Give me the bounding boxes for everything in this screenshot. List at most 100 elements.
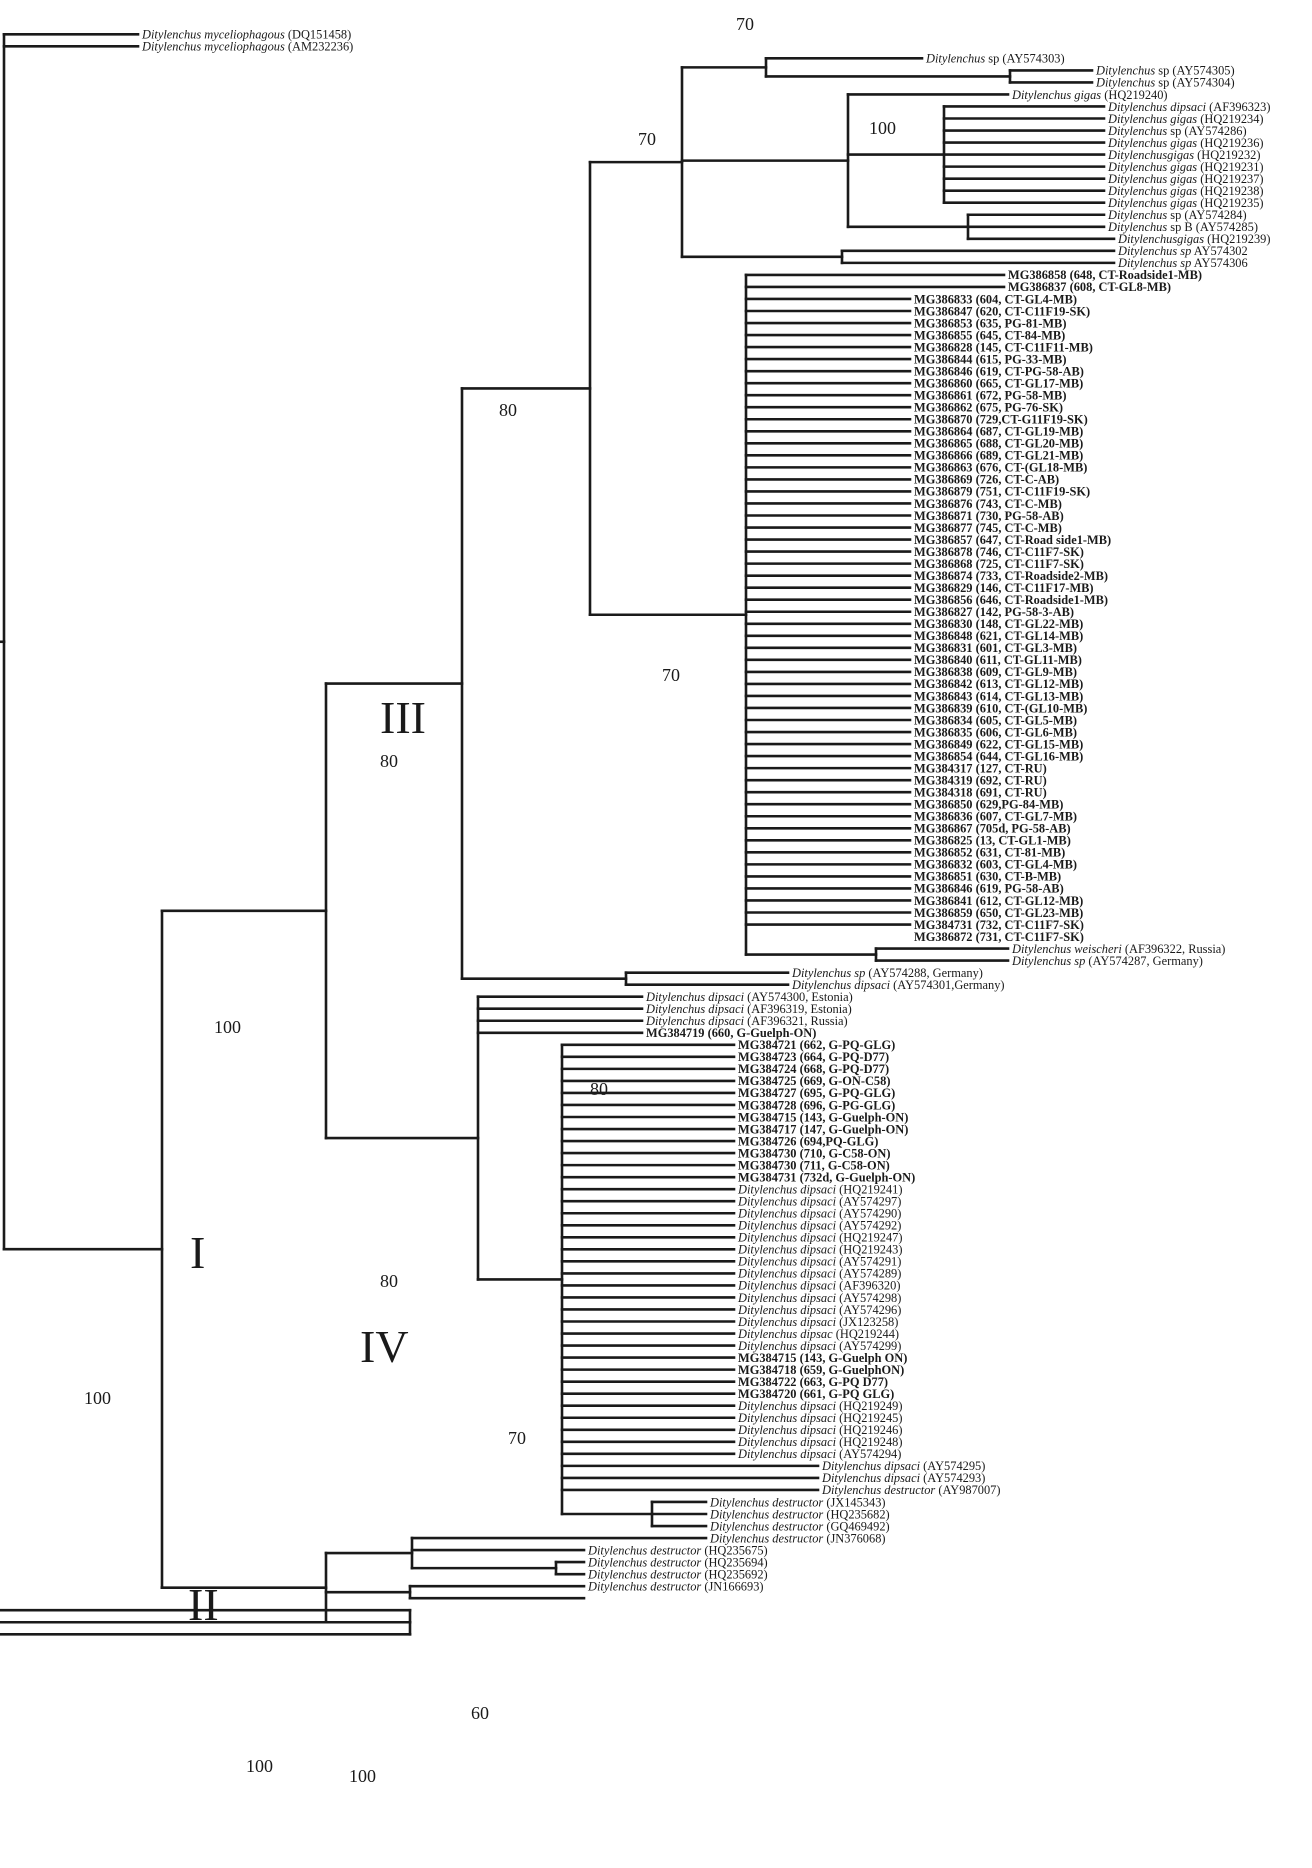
accession: (AY574297) (836, 1195, 901, 1209)
accession: (HQ235692) (701, 1567, 767, 1581)
leaf-label: MG386844 (615, PG-33-MB) (914, 352, 1066, 366)
accession: (AY574298) (836, 1291, 901, 1305)
leaf-label: MG386851 (630, CT-B-MB) (914, 870, 1061, 884)
leaf-label: Ditylenchus gigas (HQ219235) (1107, 196, 1264, 210)
leaf-label: MG384318 (691, CT-RU) (914, 785, 1047, 799)
accession: (HQ219238) (1197, 184, 1263, 198)
species-name: Ditylenchus dipsaci (645, 990, 745, 1004)
species-name: Ditylenchus weischeri (1011, 942, 1122, 956)
leaf-label: MG386842 (613, CT-GL12-MB) (914, 677, 1083, 691)
accession: (AF396323) (1206, 100, 1270, 114)
species-name: Ditylenchus dipsaci (645, 1014, 745, 1028)
species-name: Ditylenchus destructor (587, 1555, 701, 1569)
leaf-label: Ditylenchus gigas (HQ219240) (1011, 88, 1168, 102)
leaf-label: Ditylenchus sp (AY574288, Germany) (791, 966, 983, 980)
species-name: Ditylenchus dipsaci (737, 1447, 837, 1461)
leaf-label: MG386879 (751, CT-C11F19-SK) (914, 485, 1090, 499)
leaf-label: Ditylenchus sp (AY574305) (1095, 64, 1235, 78)
leaf-label: Ditylenchus dipsaci (HQ219241) (737, 1182, 903, 1196)
species-name: Ditylenchus dipsaci (645, 1002, 745, 1016)
accession: AY574306 (1191, 256, 1247, 270)
species-name: Ditylenchus dipsaci (737, 1182, 837, 1196)
species-name: Ditylenchus dipsaci (821, 1459, 921, 1473)
leaf-label: MG386829 (146, CT-C11F17-MB) (914, 581, 1094, 595)
accession: (JX145343) (823, 1495, 885, 1509)
accession: (HQ219249) (836, 1399, 902, 1413)
leaf-label: MG386872 (731, CT-C11F7-SK) (914, 930, 1084, 944)
leaf-label: Ditylenchusgigas (HQ219239) (1117, 232, 1270, 246)
bootstrap-clade-i: 100 (214, 1017, 241, 1037)
accession: (AF396322, Russia) (1122, 942, 1226, 956)
accession: (AY574292) (836, 1219, 901, 1233)
accession: sp (AY574305) (1155, 64, 1234, 78)
leaf-label: Ditylenchus dipsaci (HQ219247) (737, 1231, 903, 1245)
tree-branches (0, 32, 1116, 1636)
bootstrap-dipsaci-cluster: 70 (508, 1428, 526, 1448)
accession: (HQ235675) (701, 1543, 767, 1557)
species-name: Ditylenchus dipsaci (737, 1423, 837, 1437)
leaf-label: Ditylenchus destructor (AY987007) (821, 1483, 1001, 1497)
leaf-label: Ditylenchus dipsaci (AF396319, Estonia) (645, 1002, 852, 1016)
accession: (AY574301,Germany) (890, 978, 1004, 992)
species-name: Ditylenchus destructor (587, 1543, 701, 1557)
species-name: Ditylenchus dipsaci (737, 1435, 837, 1449)
leaf-label: MG386833 (604, CT-GL4-MB) (914, 292, 1077, 306)
leaf-label: MG384717 (147, G-Guelph-ON) (738, 1122, 908, 1136)
accession: (AY574289) (836, 1267, 901, 1281)
leaf-label: Ditylenchus sp (AY574284) (1107, 208, 1247, 222)
leaf-label: Ditylenchus gigas (HQ219231) (1107, 160, 1264, 174)
leaf-label: MG386836 (607, CT-GL7-MB) (914, 810, 1077, 824)
species-name: Ditylenchus destructor (709, 1531, 823, 1545)
bootstrap-weischeri-pair: 80 (590, 1079, 608, 1099)
accession: (AY574295) (920, 1459, 985, 1473)
leaf-label: MG386862 (675, PG-76-SK) (914, 401, 1063, 415)
species-name: Ditylenchus sp (1117, 256, 1191, 270)
leaf-label: MG386831 (601, CT-GL3-MB) (914, 641, 1077, 655)
accession: (AY987007) (935, 1483, 1000, 1497)
species-name: Ditylenchus gigas (1107, 172, 1197, 186)
leaf-label: Ditylenchus destructor (JN166693) (587, 1579, 764, 1593)
accession: (JN376068) (823, 1531, 885, 1545)
leaf-label: Ditylenchus destructor (HQ235682) (709, 1507, 890, 1521)
leaf-label: Ditylenchus gigas (HQ219236) (1107, 136, 1264, 150)
leaf-label: Ditylenchus sp AY574306 (1117, 256, 1248, 270)
leaf-label: Ditylenchus dipsaci (HQ219248) (737, 1435, 903, 1449)
accession: (HQ219240) (1101, 88, 1167, 102)
species-name: Ditylenchus dipsaci (737, 1243, 837, 1257)
accession: (HQ219245) (836, 1411, 902, 1425)
leaf-label: Ditylenchus destructor (HQ235692) (587, 1567, 768, 1581)
accession: (AY574288, Germany) (865, 966, 983, 980)
leaf-label: Ditylenchus dipsaci (AY574296) (737, 1303, 901, 1317)
leaf-label: Ditylenchus sp AY574302 (1117, 244, 1248, 258)
accession: (AY574299) (836, 1339, 901, 1353)
leaf-label: MG386840 (611, CT-GL11-MB) (914, 653, 1082, 667)
species-name: Ditylenchus gigas (1107, 160, 1197, 174)
leaf-label: Ditylenchus dipsaci (AY574299) (737, 1339, 901, 1353)
species-name: Ditylenchus dipsaci (737, 1339, 837, 1353)
species-name: Ditylenchus dipsac (737, 1327, 833, 1341)
bootstrap-destructor-sub: 60 (471, 1703, 489, 1723)
leaf-label: Ditylenchus dipsaci (AY574298) (737, 1291, 901, 1305)
leaf-label: Ditylenchus destructor (HQ235675) (587, 1543, 768, 1557)
leaf-label: MG384730 (711, G-C58-ON) (738, 1158, 890, 1172)
species-name: Ditylenchus destructor (587, 1567, 701, 1581)
accession: (AY574296) (836, 1303, 901, 1317)
leaf-label: Ditylenchus weischeri (AF396322, Russia) (1011, 942, 1225, 956)
species-name: Ditylenchusgigas (1117, 232, 1204, 246)
species-name: Ditylenchus dipsaci (737, 1315, 837, 1329)
leaf-label: MG384715 (143, G-Guelph-ON) (738, 1110, 908, 1124)
leaf-label: MG386835 (606, CT-GL6-MB) (914, 725, 1077, 739)
leaf-label: MG384728 (696, G-PG-GLG) (738, 1098, 895, 1112)
leaf-label: MG386834 (605, CT-GL5-MB) (914, 713, 1077, 727)
leaf-label: Ditylenchus gigas (HQ219234) (1107, 112, 1264, 126)
accession: (AF396321, Russia) (744, 1014, 848, 1028)
accession: (AM232236) (285, 40, 354, 54)
leaf-label: MG386865 (688, CT-GL20-MB) (914, 437, 1083, 451)
leaf-label: MG386868 (725, CT-C11F7-SK) (914, 557, 1084, 571)
leaf-label: MG386850 (629,PG-84-MB) (914, 798, 1063, 812)
accession: AY574302 (1191, 244, 1247, 258)
leaf-label: MG384724 (668, G-PQ-D77) (738, 1062, 889, 1076)
accession: (HQ219235) (1197, 196, 1263, 210)
leaf-label: Ditylenchus destructor (HQ235694) (587, 1555, 768, 1569)
species-name: Ditylenchus destructor (709, 1495, 823, 1509)
